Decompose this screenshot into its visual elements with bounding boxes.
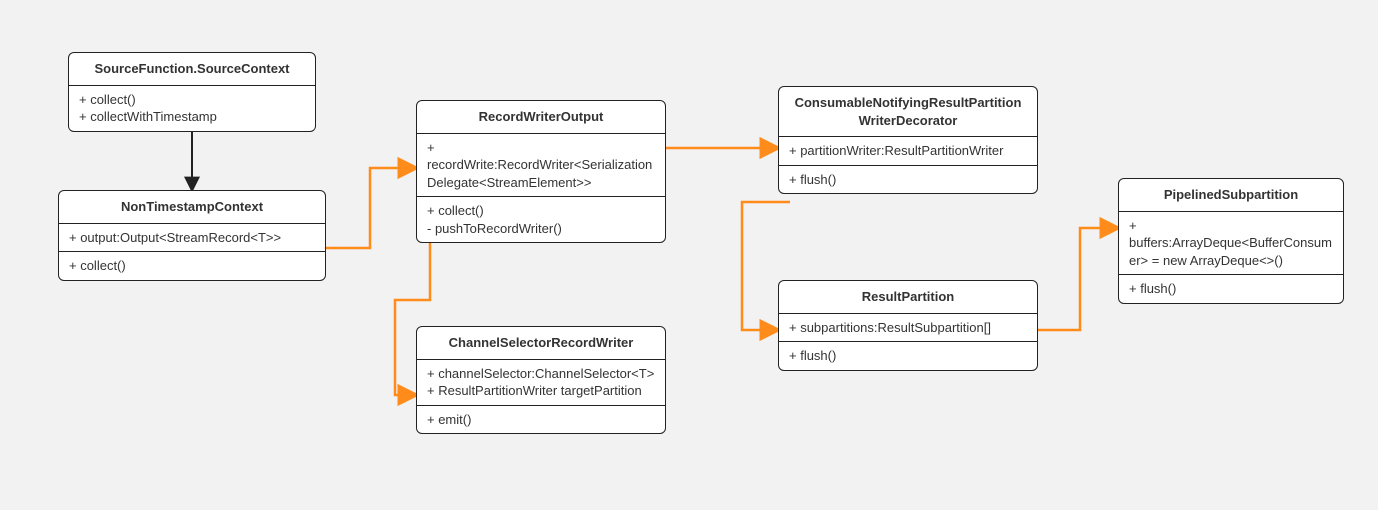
class-source-context: SourceFunction.SourceContext + collect()… <box>68 52 316 132</box>
class-ops: + flush() <box>1119 275 1343 303</box>
class-attrs: + subpartitions:ResultSubpartition[] <box>779 314 1037 343</box>
class-title: ResultPartition <box>779 281 1037 314</box>
class-ops: + collect() <box>59 252 325 280</box>
class-title: PipelinedSubpartition <box>1119 179 1343 212</box>
class-title: NonTimestampContext <box>59 191 325 224</box>
class-title: ConsumableNotifyingResultPartitionWriter… <box>779 87 1037 137</box>
class-attrs: + recordWrite:RecordWriter<Serialization… <box>417 134 665 198</box>
class-title: RecordWriterOutput <box>417 101 665 134</box>
class-result-partition: ResultPartition + subpartitions:ResultSu… <box>778 280 1038 371</box>
class-attrs: + output:Output<StreamRecord<T>> <box>59 224 325 253</box>
class-title: ChannelSelectorRecordWriter <box>417 327 665 360</box>
class-ops: + collect()- pushToRecordWriter() <box>417 197 665 242</box>
class-title: SourceFunction.SourceContext <box>69 53 315 86</box>
class-attrs: + buffers:ArrayDeque<BufferConsumer> = n… <box>1119 212 1343 276</box>
class-channel-selector-record-writer: ChannelSelectorRecordWriter + channelSel… <box>416 326 666 434</box>
edge-ntc-rwo <box>326 168 416 248</box>
class-non-timestamp-context: NonTimestampContext + output:Output<Stre… <box>58 190 326 281</box>
class-ops: + emit() <box>417 406 665 434</box>
class-attrs: + channelSelector:ChannelSelector<T>+ Re… <box>417 360 665 406</box>
class-pipelined-subpartition: PipelinedSubpartition + buffers:ArrayDeq… <box>1118 178 1344 304</box>
class-ops: + flush() <box>779 342 1037 370</box>
edge-rp-ps <box>1038 228 1118 330</box>
class-ops: + flush() <box>779 166 1037 194</box>
class-consumable-decorator: ConsumableNotifyingResultPartitionWriter… <box>778 86 1038 194</box>
class-record-writer-output: RecordWriterOutput + recordWrite:RecordW… <box>416 100 666 243</box>
class-attrs: + partitionWriter:ResultPartitionWriter <box>779 137 1037 166</box>
class-attrs: + collect()+ collectWithTimestamp <box>69 86 315 131</box>
